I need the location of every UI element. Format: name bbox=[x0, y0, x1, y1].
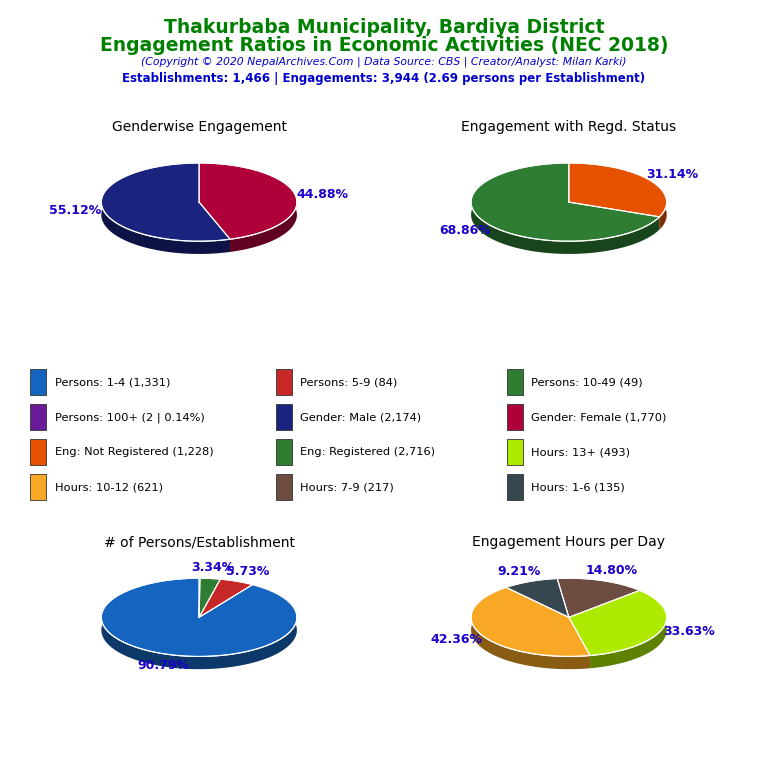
Bar bbox=[30, 439, 46, 465]
Text: Hours: 7-9 (217): Hours: 7-9 (217) bbox=[300, 482, 394, 492]
Text: Establishments: 1,466 | Engagements: 3,944 (2.69 persons per Establishment): Establishments: 1,466 | Engagements: 3,9… bbox=[122, 72, 646, 85]
Polygon shape bbox=[569, 163, 667, 217]
Text: Engagement Ratios in Economic Activities (NEC 2018): Engagement Ratios in Economic Activities… bbox=[100, 36, 668, 55]
Bar bbox=[276, 474, 292, 500]
Polygon shape bbox=[101, 163, 230, 241]
Bar bbox=[507, 439, 522, 465]
Polygon shape bbox=[199, 578, 220, 617]
Polygon shape bbox=[590, 591, 667, 668]
Polygon shape bbox=[199, 578, 200, 617]
Text: 31.14%: 31.14% bbox=[647, 167, 699, 180]
Text: Gender: Male (2,174): Gender: Male (2,174) bbox=[300, 412, 422, 422]
Ellipse shape bbox=[471, 591, 667, 669]
Polygon shape bbox=[101, 163, 230, 254]
Text: 9.21%: 9.21% bbox=[498, 565, 541, 578]
Polygon shape bbox=[200, 578, 220, 592]
Text: Eng: Registered (2,716): Eng: Registered (2,716) bbox=[300, 448, 435, 458]
Text: Eng: Not Registered (1,228): Eng: Not Registered (1,228) bbox=[55, 448, 214, 458]
Text: 44.88%: 44.88% bbox=[296, 187, 349, 200]
Bar bbox=[276, 439, 292, 465]
Text: Persons: 5-9 (84): Persons: 5-9 (84) bbox=[300, 378, 398, 388]
Text: 3.34%: 3.34% bbox=[192, 561, 235, 574]
Title: # of Persons/Establishment: # of Persons/Establishment bbox=[104, 535, 295, 549]
Polygon shape bbox=[101, 578, 297, 669]
Bar bbox=[30, 474, 46, 500]
Polygon shape bbox=[199, 579, 253, 617]
Ellipse shape bbox=[101, 591, 297, 669]
Polygon shape bbox=[471, 588, 590, 657]
Polygon shape bbox=[101, 578, 297, 657]
Bar bbox=[507, 404, 522, 430]
Text: Hours: 1-6 (135): Hours: 1-6 (135) bbox=[531, 482, 625, 492]
Polygon shape bbox=[199, 578, 200, 591]
Polygon shape bbox=[569, 591, 667, 656]
Polygon shape bbox=[471, 163, 660, 241]
Bar bbox=[507, 474, 522, 500]
Polygon shape bbox=[506, 578, 558, 600]
Bar bbox=[30, 404, 46, 430]
Bar bbox=[30, 369, 46, 396]
Polygon shape bbox=[558, 578, 640, 603]
Polygon shape bbox=[471, 588, 590, 669]
Polygon shape bbox=[199, 163, 297, 252]
Polygon shape bbox=[199, 163, 297, 239]
Text: 42.36%: 42.36% bbox=[431, 633, 482, 646]
Polygon shape bbox=[471, 163, 660, 254]
Title: Genderwise Engagement: Genderwise Engagement bbox=[111, 120, 286, 134]
Text: 14.80%: 14.80% bbox=[585, 564, 637, 577]
Text: Hours: 10-12 (621): Hours: 10-12 (621) bbox=[55, 482, 163, 492]
Polygon shape bbox=[220, 579, 253, 598]
Text: 68.86%: 68.86% bbox=[439, 223, 491, 237]
Text: 55.12%: 55.12% bbox=[49, 204, 101, 217]
Ellipse shape bbox=[471, 176, 667, 254]
Text: Thakurbaba Municipality, Bardiya District: Thakurbaba Municipality, Bardiya Distric… bbox=[164, 18, 604, 37]
Polygon shape bbox=[558, 578, 640, 617]
Text: 33.63%: 33.63% bbox=[663, 625, 714, 638]
Text: Persons: 1-4 (1,331): Persons: 1-4 (1,331) bbox=[55, 378, 170, 388]
Title: Engagement with Regd. Status: Engagement with Regd. Status bbox=[462, 120, 677, 134]
Text: (Copyright © 2020 NepalArchives.Com | Data Source: CBS | Creator/Analyst: Milan : (Copyright © 2020 NepalArchives.Com | Da… bbox=[141, 56, 627, 67]
Bar bbox=[276, 369, 292, 396]
Text: Persons: 10-49 (49): Persons: 10-49 (49) bbox=[531, 378, 643, 388]
Title: Engagement Hours per Day: Engagement Hours per Day bbox=[472, 535, 665, 549]
Polygon shape bbox=[506, 578, 569, 617]
Text: Gender: Female (1,770): Gender: Female (1,770) bbox=[531, 412, 667, 422]
Text: 5.73%: 5.73% bbox=[226, 564, 270, 578]
Polygon shape bbox=[569, 163, 667, 230]
Ellipse shape bbox=[101, 176, 297, 254]
Bar bbox=[276, 404, 292, 430]
Text: Hours: 13+ (493): Hours: 13+ (493) bbox=[531, 448, 631, 458]
Bar bbox=[507, 369, 522, 396]
Text: Persons: 100+ (2 | 0.14%): Persons: 100+ (2 | 0.14%) bbox=[55, 412, 204, 422]
Text: 90.79%: 90.79% bbox=[137, 659, 190, 672]
